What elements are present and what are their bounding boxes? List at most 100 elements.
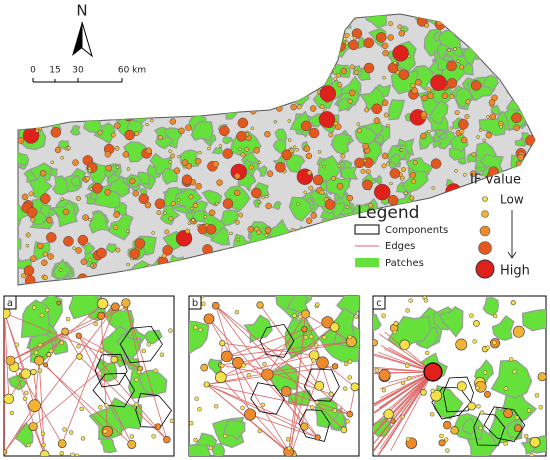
patch [310,59,331,81]
node [167,48,172,53]
node [262,361,267,367]
patch [88,210,111,234]
patch [502,219,523,242]
node [415,79,422,86]
node [159,31,164,36]
patch [325,264,339,277]
if-legend: IF value Low High [470,173,530,279]
node [101,48,113,59]
node [401,167,406,173]
node [424,22,430,28]
node [473,237,479,243]
node [202,104,207,108]
patch [505,44,520,60]
patch [212,97,230,112]
patch [18,150,30,166]
node [421,94,428,102]
patch [220,209,239,226]
patch [486,215,499,230]
node [43,49,50,56]
node [295,147,299,152]
node [346,194,354,202]
patch [271,200,282,211]
node [201,301,206,306]
node [370,253,376,259]
node [18,137,25,144]
node [280,386,292,397]
node [53,50,59,55]
node [115,75,126,86]
node [399,148,404,152]
node [389,181,393,186]
node [117,22,129,34]
node [165,68,171,73]
node [303,335,309,340]
node [111,302,120,312]
edge [390,371,434,451]
node [88,258,93,262]
node [178,127,185,135]
patch [477,20,499,43]
node [222,38,228,44]
node [482,370,488,375]
node [267,239,272,245]
node [511,112,522,124]
node [443,437,449,442]
node [303,190,307,195]
node [340,426,348,434]
node [427,92,434,99]
node [30,217,36,223]
node [513,124,520,132]
node [222,198,234,209]
node [163,436,171,444]
node [378,369,391,382]
patch [110,34,139,62]
node [104,188,111,196]
node [426,263,432,269]
node [532,176,535,180]
node [87,168,92,173]
node [336,182,344,190]
patch [216,247,239,271]
edge [288,355,315,452]
node [460,136,468,144]
node [356,122,360,126]
node [516,74,523,81]
node [283,17,289,23]
edge [220,377,292,456]
patch [462,228,476,240]
edge [13,366,46,456]
node [273,119,278,124]
patch [308,53,320,66]
node [381,387,387,393]
node [79,406,84,412]
patch [153,80,179,110]
patch [221,24,240,38]
patch [438,306,464,338]
patch [488,29,507,54]
legend: Legend Components Edges Patches [354,203,448,269]
node [113,224,119,230]
patch [528,152,535,166]
node [535,238,539,242]
node [527,234,534,241]
patch [455,87,474,109]
node [236,130,247,142]
patch [151,268,161,278]
node [363,37,375,49]
node [238,212,244,218]
node [530,51,535,57]
node [398,69,410,80]
node [349,64,355,70]
node [423,362,443,382]
node [168,328,173,333]
node [470,80,482,91]
node [281,149,293,161]
node [150,102,155,106]
node [111,43,119,50]
node [292,313,297,318]
node [317,150,322,154]
node [307,170,312,176]
node [430,158,442,169]
node [153,368,158,373]
